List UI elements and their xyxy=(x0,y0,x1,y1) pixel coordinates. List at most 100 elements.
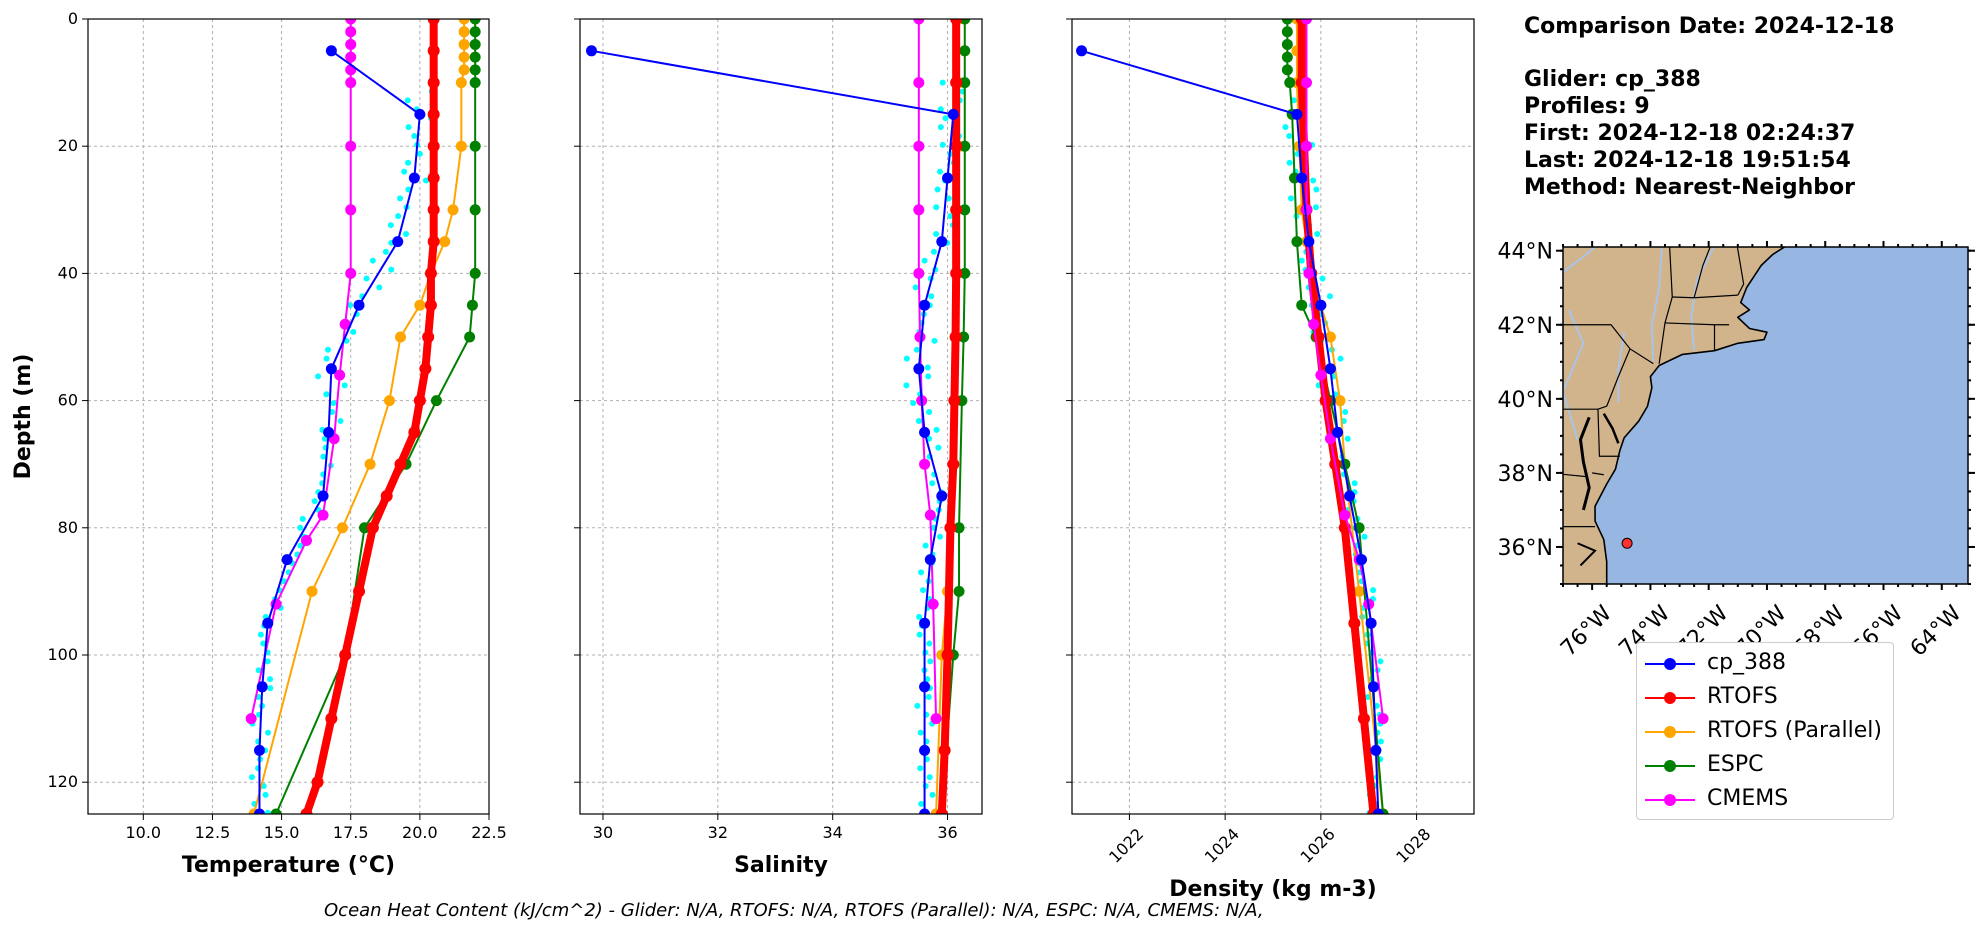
glider-raw-point xyxy=(939,79,946,86)
glider-raw-point xyxy=(382,248,389,255)
series-point-cp-388 xyxy=(585,45,597,57)
series-point-rtofs xyxy=(413,394,426,407)
method: Method: Nearest-Neighbor xyxy=(1524,175,1855,200)
glider-raw-point xyxy=(942,115,949,122)
series-point-cp-388 xyxy=(262,617,274,629)
glider-raw-point xyxy=(910,400,917,407)
glider-raw-point xyxy=(916,613,923,620)
chesapeake-bay xyxy=(1578,416,1591,511)
x-tick-label: 20.0 xyxy=(402,823,438,842)
series-point-cp-388 xyxy=(1076,45,1088,57)
state-border xyxy=(1736,247,1745,296)
x-tick-label: 30 xyxy=(593,823,613,842)
glider-raw-point xyxy=(416,150,423,157)
series-point-rtofs xyxy=(380,490,393,502)
glider-raw-point xyxy=(257,631,264,638)
panel-2: 30 32 34 36 Salinity xyxy=(574,18,983,878)
series-point-cp-388 xyxy=(253,808,265,814)
glider-raw-point xyxy=(341,382,348,389)
series-point-rtofs-parallel- xyxy=(455,140,467,152)
series-point-cp-388 xyxy=(353,299,365,311)
series-point-espc xyxy=(959,267,971,279)
series-point-rtofs xyxy=(325,712,338,725)
glider-raw-point xyxy=(337,417,344,424)
state-border xyxy=(1592,472,1604,476)
glider-raw-point xyxy=(324,346,331,353)
series-point-espc xyxy=(464,331,476,343)
glider-raw-point xyxy=(936,168,943,175)
series-point-espc xyxy=(466,299,478,311)
series-point-cmems xyxy=(1303,267,1315,279)
series-point-cmems xyxy=(1301,140,1312,152)
y-axis-label: Depth (m) xyxy=(11,354,36,480)
series-point-cmems xyxy=(913,77,925,89)
series-point-cmems xyxy=(913,140,925,152)
river xyxy=(1650,247,1663,362)
glider-raw-point xyxy=(297,542,304,549)
glider-raw-point xyxy=(926,774,933,781)
x-tick-label: 17.5 xyxy=(333,823,369,842)
glider-raw-point xyxy=(929,791,936,798)
glider-raw-point xyxy=(255,667,262,674)
series-point-cmems xyxy=(924,509,936,521)
series-point-espc xyxy=(430,395,442,407)
legend-marker xyxy=(1664,794,1676,806)
glider-raw-point xyxy=(924,364,931,371)
glider-raw-point xyxy=(934,186,941,193)
series-point-cmems xyxy=(930,713,942,725)
glider-raw-point xyxy=(323,391,330,398)
series-point-espc xyxy=(469,64,481,76)
state-border xyxy=(1693,247,1711,298)
series-point-rtofs-parallel- xyxy=(447,204,459,216)
series-point-cp-388 xyxy=(1365,617,1377,629)
glider-raw-point xyxy=(376,284,383,291)
glider-raw-point xyxy=(262,791,269,798)
glider-raw-point xyxy=(1377,658,1384,665)
glider-raw-point xyxy=(935,444,942,451)
series-point-rtofs xyxy=(427,140,440,153)
series-point-cp-388 xyxy=(942,172,954,184)
series-point-cmems xyxy=(245,713,257,725)
series-point-rtofs-parallel- xyxy=(1334,395,1346,407)
glider-raw-point xyxy=(927,658,934,665)
legend-marker xyxy=(1664,658,1676,670)
series-line-cmems xyxy=(250,19,352,719)
series-point-cp-388 xyxy=(325,363,337,375)
x-tick-label: 1022 xyxy=(1105,824,1147,866)
series-point-rtofs-parallel- xyxy=(395,331,407,343)
series-point-cp-388 xyxy=(317,490,329,502)
glider-raw-point xyxy=(1344,435,1351,442)
series-point-espc xyxy=(469,19,481,25)
series-point-rtofs-parallel- xyxy=(364,458,376,470)
series-point-espc xyxy=(1281,51,1293,63)
series-point-rtofs-parallel- xyxy=(458,19,470,25)
y-tick-label: 20 xyxy=(58,136,78,155)
axes-frame xyxy=(579,18,983,815)
series-point-rtofs xyxy=(394,458,407,471)
series-point-rtofs-parallel- xyxy=(458,38,470,50)
series-point-cmems xyxy=(345,26,357,38)
series-point-rtofs xyxy=(427,235,440,248)
glider-raw-point xyxy=(916,631,923,638)
glider-raw-point xyxy=(422,177,429,184)
glider-raw-point xyxy=(939,141,946,148)
glider-raw-point xyxy=(921,257,928,264)
glider-raw-point xyxy=(387,222,394,229)
axes-frame xyxy=(87,18,490,815)
map-frame xyxy=(1562,246,1969,585)
glider-raw-point xyxy=(260,640,267,647)
glider-raw-point xyxy=(915,417,922,424)
series-point-espc xyxy=(959,45,971,57)
series-point-cmems xyxy=(913,19,925,25)
series-point-cmems xyxy=(345,77,357,89)
glider-raw-point xyxy=(937,124,944,131)
series-point-rtofs xyxy=(950,140,963,153)
series-point-rtofs xyxy=(311,776,324,789)
series-point-espc xyxy=(1281,26,1293,38)
x-axis-label: Salinity xyxy=(734,853,828,878)
series-line-rtofs-parallel- xyxy=(1295,19,1385,814)
map-lon-label: 76°W xyxy=(1556,601,1617,662)
glider-raw-point xyxy=(937,533,944,540)
map-lat-label: 44°N xyxy=(1498,240,1553,265)
series-point-cmems xyxy=(300,535,312,547)
